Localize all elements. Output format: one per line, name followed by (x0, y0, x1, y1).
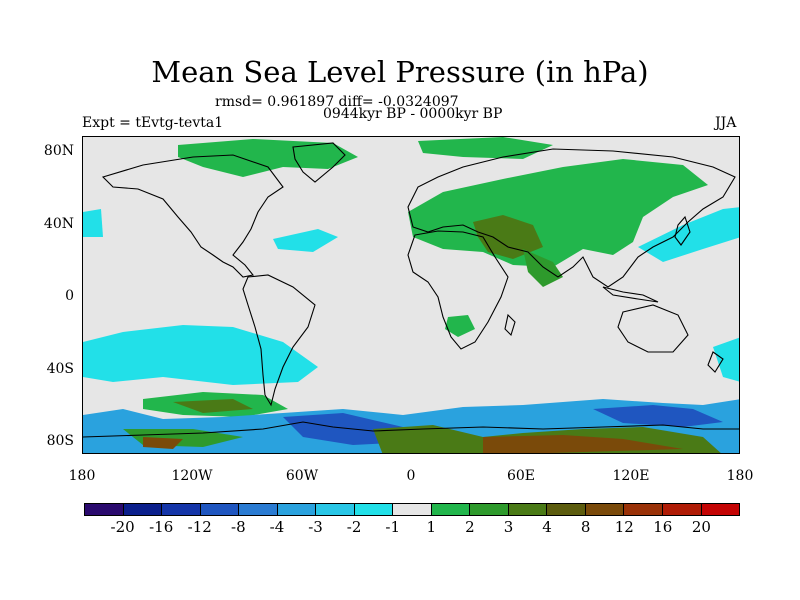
time-range-label: 0944kyr BP - 0000kyr BP (323, 106, 503, 122)
colorbar-segment (85, 504, 124, 515)
colorbar-segment (162, 504, 201, 515)
colorbar-tick-label: 3 (503, 518, 514, 536)
coast-indonesia (602, 286, 659, 303)
colorbar-segment (701, 504, 740, 515)
lat-label-80s: 80S (46, 433, 74, 449)
colorbar-tick-label: -1 (385, 518, 401, 536)
colorbar-tick-label: 16 (653, 518, 673, 536)
stats-label: rmsd= 0.961897 diff= -0.0324097 (215, 94, 459, 110)
colorbar-segment (624, 504, 663, 515)
colorbar-tick-label: 8 (580, 518, 591, 536)
colorbar-segment (470, 504, 509, 515)
field-arctic-green (178, 139, 358, 177)
field-antarctic-blue-e (593, 405, 723, 427)
field-india-green (523, 249, 563, 287)
coastlines (83, 142, 739, 438)
field-atlantic-green (418, 137, 553, 159)
coast-north-america (101, 154, 284, 278)
field-spacific-cyan (83, 325, 318, 385)
colorbar-tick-label: -8 (231, 518, 246, 536)
coast-madagascar (504, 313, 516, 337)
field-iran-darkgreen (473, 215, 543, 259)
field-spacific-east-cyan (713, 337, 739, 382)
colorbar-tick-label: 20 (691, 518, 711, 536)
field-npacific-cyan-e (638, 207, 739, 262)
coast-antarctica (83, 421, 739, 438)
colorbar-segment (354, 504, 394, 515)
lon-label-0: 0 (406, 468, 416, 484)
colorbar-segment (239, 504, 278, 515)
coast-new-zealand (707, 351, 724, 373)
colorbar-segment (123, 504, 163, 515)
colorbar-segment (431, 504, 471, 515)
lon-label-120e: 120E (612, 468, 650, 484)
colorbar-tick-label: -2 (346, 518, 362, 536)
anomaly-fields (83, 137, 739, 453)
colorbar-tick-label: 1 (426, 518, 437, 536)
colorbar-segment (585, 504, 625, 515)
coast-south-america (242, 274, 316, 407)
colorbar-tick-label: 12 (614, 518, 634, 536)
colorbar-segment (316, 504, 355, 515)
coast-eurasia (407, 148, 736, 288)
lon-label-120w: 120W (171, 468, 213, 484)
coast-japan (674, 215, 691, 246)
lat-label-80n: 80N (43, 143, 74, 159)
colorbar-tick-label: 2 (465, 518, 475, 536)
coast-greenland (292, 142, 346, 183)
colorbar-segment (662, 504, 702, 515)
coast-australia (617, 304, 689, 353)
lon-label-180e: 180 (726, 468, 754, 484)
colorbar-segment (393, 504, 432, 515)
lat-label-eq: 0 (65, 288, 74, 304)
lon-label-60w: 60W (285, 468, 319, 484)
lon-label-60e: 60E (506, 468, 536, 484)
colorbar-tick-label: -12 (187, 518, 212, 536)
experiment-label: Expt = tEvtg-tevta1 (82, 115, 224, 131)
colorbar-tick-label: -3 (308, 518, 323, 536)
map-svg (83, 137, 739, 453)
lat-label-40s: 40S (46, 361, 74, 377)
colorbar (84, 503, 740, 516)
colorbar-segment (277, 504, 317, 515)
field-npacific-cyan-w (83, 209, 103, 237)
season-label: JJA (715, 115, 737, 131)
field-southern-darkgreen (173, 399, 253, 413)
map-plot (82, 136, 740, 454)
colorbar-tick-label: -20 (110, 518, 135, 536)
colorbar-segment (547, 504, 586, 515)
colorbar-segment (508, 504, 548, 515)
colorbar-tick-label: -16 (149, 518, 174, 536)
colorbar-segment (200, 504, 240, 515)
field-natlantic-cyan (273, 229, 338, 252)
lat-label-40n: 40N (43, 216, 74, 232)
field-antarctic-brown2 (483, 435, 683, 453)
coast-africa (407, 230, 509, 350)
colorbar-tick-label: -4 (269, 518, 285, 536)
figure-title: Mean Sea Level Pressure (in hPa) (151, 55, 649, 89)
field-antarctic-dark (143, 437, 183, 449)
colorbar-tick-label: 4 (542, 518, 552, 536)
field-safrica-green (445, 315, 475, 337)
lon-label-180w: 180 (68, 468, 96, 484)
